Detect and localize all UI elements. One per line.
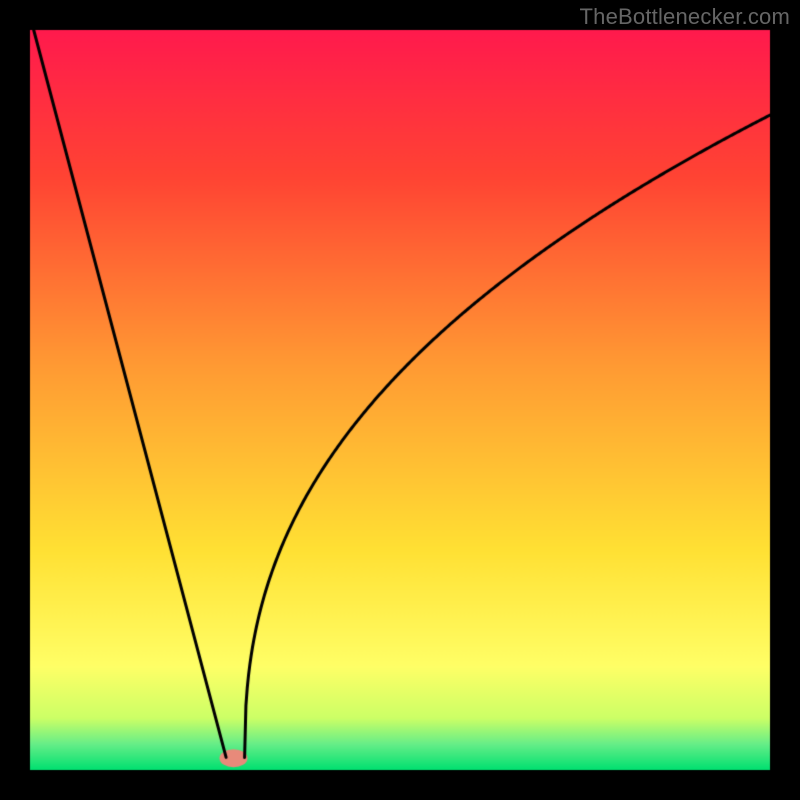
attribution-label: TheBottlenecker.com [580,4,790,30]
bottleneck-chart [0,0,800,800]
chart-container: TheBottlenecker.com [0,0,800,800]
